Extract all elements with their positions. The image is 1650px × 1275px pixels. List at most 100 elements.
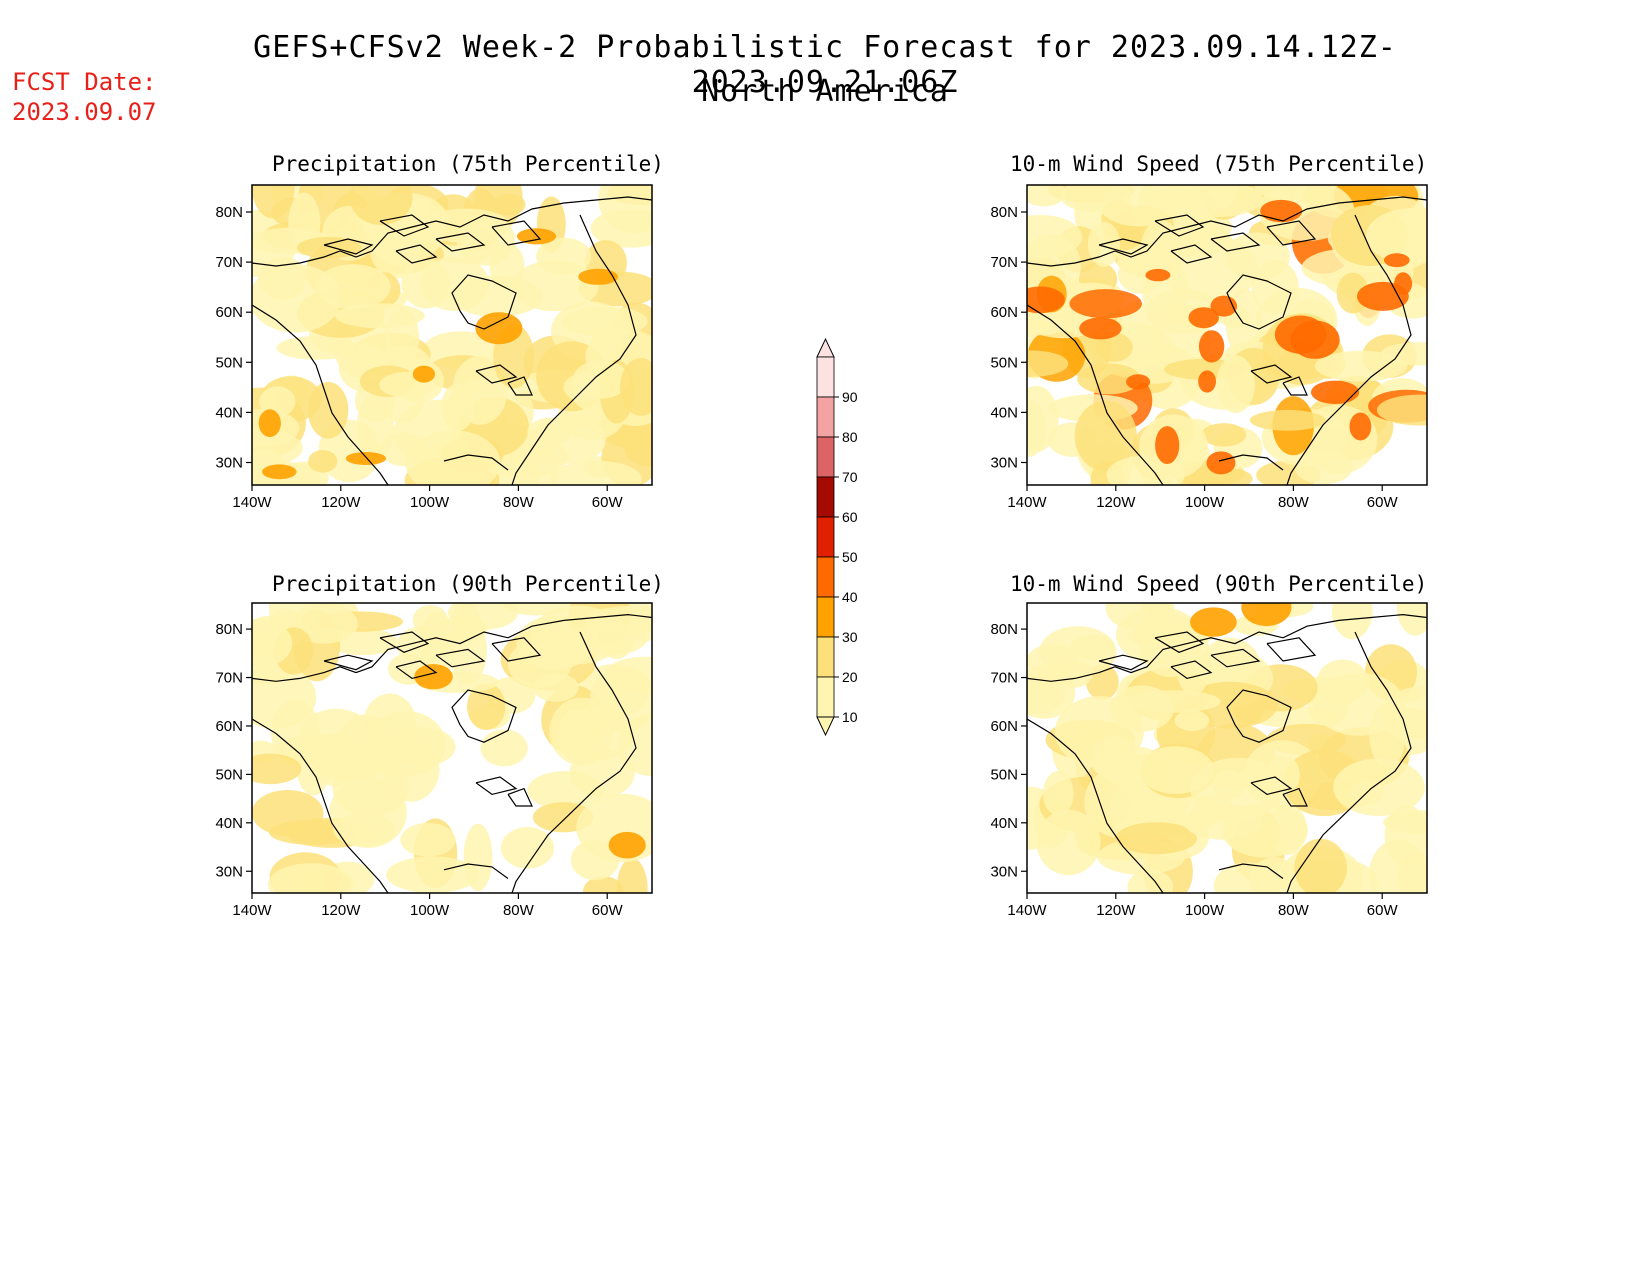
high-probability-area <box>1290 320 1340 359</box>
shaded-area <box>1069 289 1142 319</box>
island-outline <box>1266 637 1317 662</box>
coastline <box>443 863 509 879</box>
coastline <box>1226 274 1292 330</box>
shaded-area <box>1095 332 1133 362</box>
shaded-area <box>527 417 574 445</box>
shaded-area <box>1376 394 1427 426</box>
high-probability-area <box>1145 268 1171 282</box>
map-wind90: 80N 70N 60N 50N 40N 30N 140W 120W 100W 80W 60W <box>990 602 1428 919</box>
colorbar-label: 10 <box>842 709 858 725</box>
lon-tick-label: 100W <box>410 902 450 919</box>
shaded-area <box>252 753 302 785</box>
island-outline <box>395 660 438 680</box>
high-probability-area <box>1241 603 1292 627</box>
lon-tick-label: 100W <box>410 494 450 511</box>
shaded-area <box>511 260 599 312</box>
shaded-area <box>1027 185 1066 207</box>
high-probability-area <box>1311 380 1360 404</box>
map-frame <box>251 602 653 894</box>
lon-tick-label: 100W <box>1185 902 1225 919</box>
shaded-area <box>1027 314 1069 336</box>
lon-tick-label: 140W <box>1007 902 1047 919</box>
shaded-area <box>1027 350 1069 377</box>
shaded-area <box>449 617 487 685</box>
shaded-area <box>1294 838 1347 893</box>
shaded-area <box>620 358 652 416</box>
shaded-area <box>467 683 506 731</box>
lat-tick-label: 30N <box>215 863 243 880</box>
fcst-date-value: 2023.09.07 <box>12 98 157 126</box>
island-outline <box>491 637 542 662</box>
lat-tick-label: 80N <box>990 204 1018 221</box>
map-frame <box>251 184 653 486</box>
lon-tick-label: 100W <box>1185 494 1225 511</box>
shaded-area <box>252 790 324 836</box>
shaded-area <box>1043 770 1074 816</box>
lat-tick-label: 50N <box>990 766 1018 783</box>
colorbar-swatch <box>816 436 835 478</box>
colorbar-label: 20 <box>842 669 858 685</box>
island-outline <box>323 654 374 671</box>
shaded-area <box>1258 185 1355 241</box>
colorbar-swatch <box>816 356 835 398</box>
lat-tick-label: 70N <box>215 670 243 687</box>
high-probability-area <box>258 409 281 438</box>
island-outline <box>395 244 438 264</box>
coastline <box>1226 689 1292 743</box>
shaded-area <box>1125 690 1221 713</box>
island-outline <box>379 214 430 237</box>
shaded-area <box>1127 869 1174 893</box>
high-probability-area <box>1190 607 1237 637</box>
shaded-area <box>1027 399 1047 457</box>
coastline <box>252 304 389 485</box>
shaded-area <box>314 747 389 781</box>
high-probability-area <box>262 464 297 480</box>
shaded-area <box>252 618 293 668</box>
coastline <box>511 214 637 485</box>
high-probability-area <box>412 365 435 383</box>
shaded-area <box>1314 350 1408 382</box>
lon-tick-label: 80W <box>503 494 535 511</box>
shaded-area <box>550 460 642 485</box>
shaded-area <box>452 355 508 425</box>
lon-tick-label: 80W <box>1278 494 1310 511</box>
colorbar-top-arrow <box>816 337 835 358</box>
colorbar-label: 30 <box>842 629 858 645</box>
shaded-area <box>502 603 572 616</box>
shaded-area <box>1027 672 1066 715</box>
island-outline <box>1154 214 1205 237</box>
shaded-area <box>616 857 648 893</box>
shaded-area <box>572 360 630 399</box>
island-outline <box>1210 232 1261 252</box>
coastline <box>451 689 517 743</box>
region-subtitle: North America <box>701 74 949 109</box>
lake-outline <box>475 364 518 384</box>
panel-title-precip75: Precipitation (75th Percentile) <box>272 152 664 176</box>
shaded-area <box>252 264 342 333</box>
colorbar-label: 80 <box>842 429 858 445</box>
lat-tick-label: 40N <box>990 404 1018 421</box>
shaded-area <box>422 208 511 243</box>
lon-tick-label: 60W <box>1367 902 1399 919</box>
high-probability-area <box>1155 426 1180 465</box>
island-outline <box>1266 220 1317 246</box>
shaded-area <box>598 185 652 234</box>
lake-outline <box>475 776 518 796</box>
shaded-area <box>335 303 425 329</box>
shaded-area <box>307 381 349 439</box>
lat-tick-label: 70N <box>215 254 243 271</box>
shaded-area <box>1369 701 1406 768</box>
shaded-area <box>1294 450 1353 485</box>
high-probability-area <box>1349 412 1372 441</box>
shaded-area <box>1036 809 1101 876</box>
colorbar-swatch <box>816 556 835 598</box>
lat-tick-label: 50N <box>990 354 1018 371</box>
shaded-area <box>271 699 321 766</box>
shaded-area <box>1174 710 1210 731</box>
coastline <box>511 631 637 893</box>
lat-tick-label: 50N <box>215 354 243 371</box>
main-title: GEFS+CFSv2 Week-2 Probabilistic Forecast… <box>253 30 1397 100</box>
colorbar-swatch <box>816 516 835 558</box>
lat-tick-label: 70N <box>990 670 1018 687</box>
shaded-area <box>1221 803 1308 858</box>
